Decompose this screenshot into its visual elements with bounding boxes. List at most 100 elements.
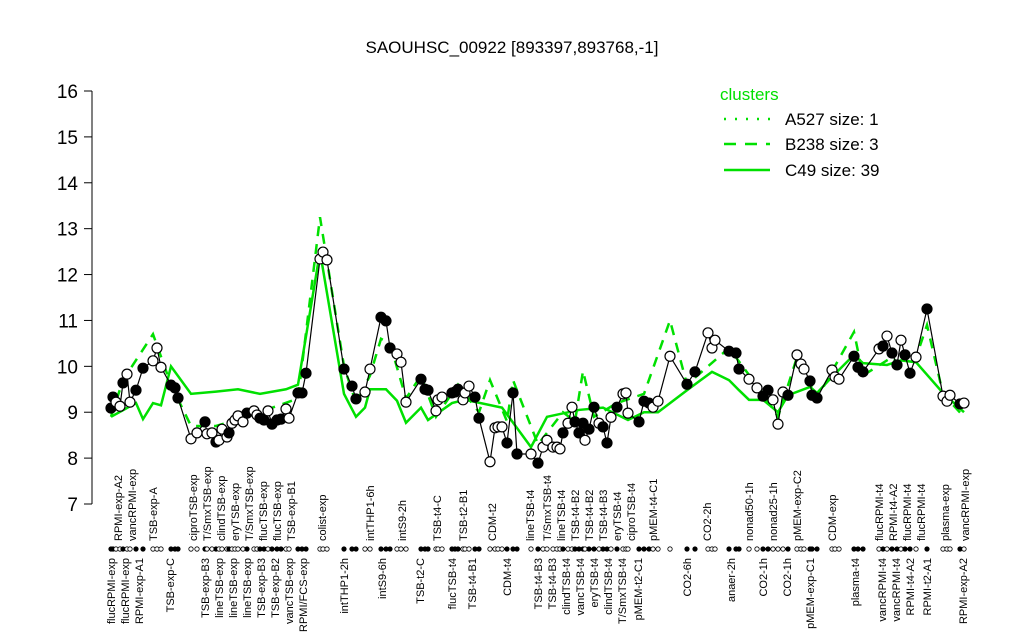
x-label-bottom: flucRPMI-exp	[106, 558, 118, 624]
x-label-top: clindTSB-exp	[216, 476, 228, 541]
rug-mark	[641, 546, 647, 552]
data-point	[395, 356, 407, 368]
x-label-top: TSB-t4-B3	[598, 490, 610, 541]
data-point	[124, 396, 136, 408]
rug-mark	[286, 546, 292, 552]
rug-mark	[476, 546, 482, 552]
rug-mark	[425, 546, 431, 552]
data-point	[881, 330, 893, 342]
data-point	[359, 386, 371, 398]
x-label-top: lineTSB-t4	[556, 490, 568, 541]
x-label-top: pMEM-t4-C1	[648, 479, 660, 541]
y-axis: 7 8 9 10 11 12 13 14 15 16	[57, 82, 93, 516]
data-point	[833, 373, 845, 385]
x-label-bottom: pMEM-t2-C1	[633, 558, 645, 620]
rug-mark	[684, 546, 690, 552]
x-label-bottom: vancTSB-t4	[575, 558, 587, 615]
rug-mark	[353, 546, 359, 552]
y-tick-label: 14	[57, 174, 79, 195]
data-point	[730, 347, 742, 359]
rug-mark	[961, 546, 967, 552]
data-point	[147, 355, 159, 367]
x-label-top: TSB-exp-A	[148, 487, 160, 541]
rug-mark	[504, 546, 510, 552]
data-point	[579, 434, 591, 446]
rug-mark	[387, 546, 393, 552]
x-label-top: RPMI-t4-A2	[888, 484, 900, 541]
x-label-bottom: TSB-t4-B3	[533, 558, 545, 609]
data-points	[105, 246, 970, 469]
data-point	[350, 393, 362, 405]
x-label-top: flucRPMI-t4	[874, 484, 886, 541]
data-point	[877, 340, 889, 352]
rug-mark	[760, 546, 766, 552]
data-point	[532, 457, 544, 469]
x-label-top: vancRPMI-exp	[960, 469, 972, 541]
data-point	[280, 403, 292, 415]
data-point	[321, 254, 333, 266]
x-label-bottom: CO2-1h	[782, 558, 794, 597]
x-label-bottom: TSB-t2-C	[415, 558, 427, 604]
rug-mark	[855, 546, 861, 552]
data-point	[733, 363, 745, 375]
x-label-top: colist-exp	[317, 495, 329, 541]
rug-mark	[560, 546, 566, 552]
data-point	[804, 375, 816, 387]
data-point	[484, 456, 496, 468]
rug-mark	[614, 546, 620, 552]
data-point	[573, 427, 585, 439]
rug-mark	[775, 546, 781, 552]
rug-mark	[765, 546, 771, 552]
x-label-bottom: clindTSB-t4	[561, 558, 573, 615]
rug-mark	[439, 546, 445, 552]
x-label-top: plasma-exp	[940, 484, 952, 541]
x-label-top: pMEM-exp-C2	[792, 470, 804, 541]
data-point	[664, 350, 676, 362]
x-label-bottom: vancRPMI-t4	[891, 558, 903, 622]
data-point	[904, 367, 916, 379]
rug-mark	[378, 546, 384, 552]
x-label-bottom: RPMI-t4-A2	[905, 558, 917, 615]
rug-mark	[809, 546, 815, 552]
data-point	[199, 416, 211, 428]
data-point	[151, 342, 163, 354]
rug-mark	[341, 546, 347, 552]
rug-mark	[127, 546, 133, 552]
x-label-bottom: T/SmxTSB-t4	[617, 558, 629, 624]
rug-mark	[726, 546, 732, 552]
data-point	[206, 427, 218, 439]
data-point	[525, 448, 537, 460]
data-point	[415, 373, 427, 385]
rug-mark	[455, 546, 461, 552]
data-point	[430, 405, 442, 417]
x-label-top: RPMI-exp-A2	[113, 475, 125, 541]
x-label-bottom: eryTSB-t4	[589, 558, 601, 608]
rug-mark	[466, 546, 472, 552]
y-tick-label: 13	[57, 220, 78, 241]
x-label-top: flucTSB-exp	[272, 481, 284, 541]
data-point	[346, 380, 358, 392]
x-label-top: T/SmxTSB-exp	[244, 466, 256, 541]
data-point	[601, 437, 613, 449]
x-label-bottom: RPMI-exp-A2	[958, 558, 970, 624]
data-point	[709, 334, 721, 346]
x-label-top: ciproTSB-t4	[626, 483, 638, 541]
rug-mark	[625, 546, 631, 552]
x-label-bottom: TSB-exp-B3	[200, 558, 212, 618]
x-label-bottom: lineTSB-exp	[228, 558, 240, 618]
data-point	[507, 387, 519, 399]
data-point	[511, 448, 523, 460]
data-point	[541, 434, 553, 446]
rug-mark	[403, 546, 409, 552]
rug	[108, 546, 967, 552]
rug-mark	[544, 546, 550, 552]
data-point	[384, 342, 396, 354]
data-point	[463, 380, 475, 392]
x-label-bottom: intS9-6h	[377, 558, 389, 599]
legend-a527-label: A527 size: 1	[785, 110, 879, 129]
rug-mark	[712, 546, 718, 552]
data-point	[172, 392, 184, 404]
x-label-top: flucRPMI-t4	[902, 484, 914, 541]
rug-mark	[655, 546, 661, 552]
rug-mark	[303, 546, 309, 552]
